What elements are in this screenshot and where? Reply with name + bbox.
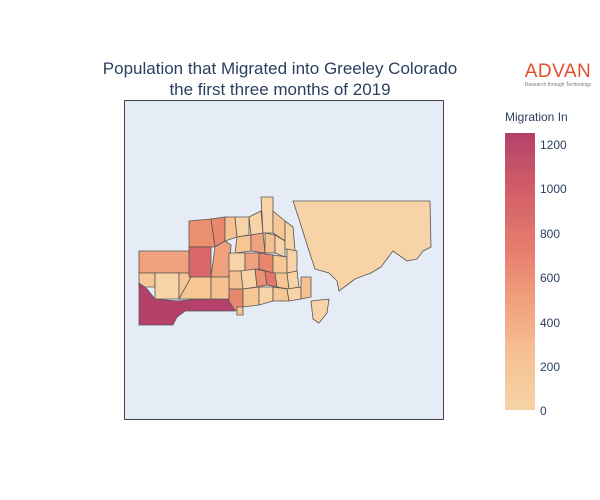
region-southeast-piece [310, 298, 330, 324]
region-c-1 [234, 216, 250, 238]
region-west-1 [138, 250, 190, 274]
region-c-7 [264, 232, 276, 254]
region-c-2 [234, 234, 252, 254]
region-c-20 [286, 270, 300, 290]
region-c-9 [284, 220, 296, 252]
region-s-6 [272, 286, 290, 302]
colorbar-tick: 800 [540, 227, 561, 241]
region-c-13 [272, 254, 288, 276]
colorbar-tick: 400 [540, 316, 561, 330]
title-line-1: Population that Migrated into Greeley Co… [102, 59, 458, 78]
colorbar-tick: 1200 [540, 138, 567, 152]
region-s-4 [242, 286, 260, 308]
map-title: Population that Migrated into Greeley Co… [60, 58, 500, 100]
logo-wordmark: ADVAN [524, 61, 592, 82]
colorbar-tick: 1000 [540, 182, 567, 196]
region-c-5 [260, 196, 274, 234]
region-west-3 [154, 272, 180, 300]
region-south-spur [236, 306, 244, 316]
region-s-2 [210, 276, 230, 300]
region-s-7 [286, 286, 302, 302]
region-c-16 [240, 268, 258, 290]
advan-logo: ADVAN Research through Technology [523, 61, 593, 89]
region-s-5 [258, 286, 274, 306]
colorbar-tick: 600 [540, 271, 561, 285]
logo-tagline: Research through Technology [524, 82, 592, 88]
title-line-2: the first three months of 2019 [169, 80, 391, 99]
region-c-4 [250, 232, 266, 254]
map-area[interactable] [124, 100, 444, 420]
region-nw-2 [188, 246, 212, 278]
region-nw-1 [188, 218, 216, 248]
region-c-3 [248, 210, 264, 236]
choropleth-map[interactable] [125, 101, 445, 421]
region-s-8 [300, 276, 312, 300]
colorbar [505, 133, 535, 410]
region-c-11 [244, 252, 260, 272]
colorbar-tick: 200 [540, 360, 561, 374]
region-east [292, 200, 432, 292]
region-c-14 [286, 248, 298, 274]
colorbar-title: Migration In [505, 110, 568, 124]
region-c-10 [228, 252, 246, 272]
colorbar-tick: 0 [540, 404, 547, 418]
